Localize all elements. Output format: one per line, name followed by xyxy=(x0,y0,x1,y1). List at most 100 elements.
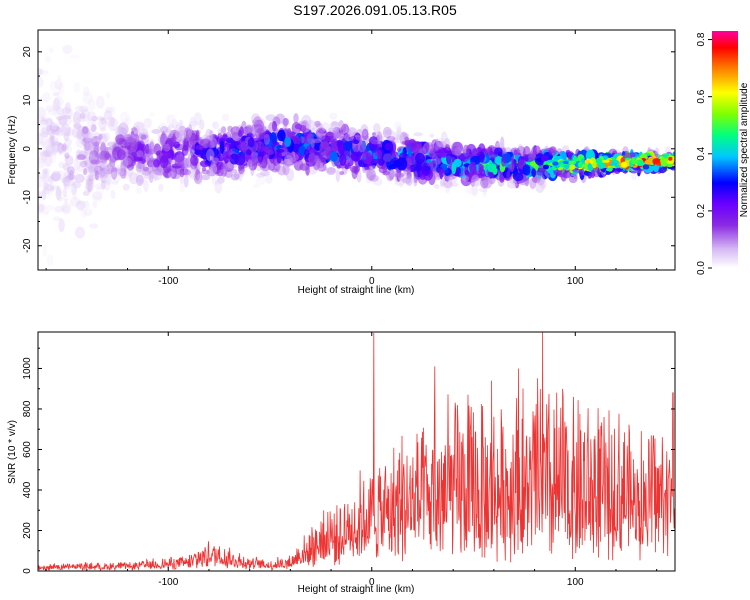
spectrogram-cell xyxy=(79,108,91,122)
spectrogram-cell xyxy=(223,154,232,162)
spectrogram-cell xyxy=(462,144,470,157)
spectrogram-cell xyxy=(99,127,107,132)
spectrogram-cell xyxy=(464,169,470,176)
spectrogram-cell xyxy=(267,149,274,155)
spectrogram-cell xyxy=(58,82,65,96)
spectrogram-cell xyxy=(276,150,282,164)
spectrogram-cell xyxy=(127,167,134,177)
spectrogram-cell xyxy=(259,170,270,176)
spectrogram-cell xyxy=(319,140,331,155)
spectrogram-cell xyxy=(350,151,361,162)
spectrogram-cell xyxy=(38,106,47,119)
spectrogram-cell xyxy=(80,112,86,119)
spectrogram-cell xyxy=(272,120,277,132)
spectrogram-cell xyxy=(153,173,158,182)
spectrogram-cell xyxy=(220,126,227,134)
snr-x-ticks: -100 0 100 xyxy=(45,332,658,588)
colorbar-tick-label: 0.0 xyxy=(696,261,707,275)
spectrogram-cell xyxy=(49,181,55,190)
spectrogram-cell xyxy=(444,181,454,189)
spectrogram-cell xyxy=(331,121,340,127)
spectrogram-cell xyxy=(562,160,569,165)
spectrogram-cell xyxy=(343,132,349,140)
spectrogram-cell xyxy=(105,106,113,114)
spectrogram-cell xyxy=(166,131,173,139)
spectrogram-cell xyxy=(88,150,100,165)
spectrogram-cell xyxy=(49,131,55,142)
spectrogram-cell xyxy=(50,170,62,182)
spectrogram-cell xyxy=(97,170,109,179)
spectrogram-cell xyxy=(43,183,54,198)
spectrogram-cell xyxy=(492,165,498,175)
x-tick-label: 100 xyxy=(567,276,584,287)
spectrogram-cell xyxy=(52,104,61,119)
spectrogram-cell xyxy=(147,170,155,178)
spectrogram-cell xyxy=(233,171,240,180)
spectrogram-cell xyxy=(49,152,57,164)
spectrogram-cell xyxy=(61,202,72,215)
spectrogram-cell xyxy=(134,157,143,162)
spectrogram-cell xyxy=(42,182,50,190)
spectrogram-cell xyxy=(456,166,461,175)
spectrogram-cell xyxy=(41,116,46,123)
spectrogram-cell xyxy=(179,168,185,178)
spectrogram-cell xyxy=(220,140,225,155)
spectrogram-cell xyxy=(71,182,77,196)
spectrogram-cell xyxy=(101,178,107,184)
spectrogram-cell xyxy=(230,173,240,181)
spectrogram-cell xyxy=(143,179,149,192)
spectrogram-cell xyxy=(63,116,73,125)
spectrogram-cell xyxy=(48,145,58,155)
spectrogram-cell xyxy=(98,133,103,140)
spectrogram-cell xyxy=(111,180,119,185)
spectrogram-cell xyxy=(103,177,111,191)
spectrogram-cell xyxy=(453,158,462,167)
spectrogram-cell xyxy=(97,116,105,121)
spectrogram-cell xyxy=(143,117,152,129)
spectrogram-cell xyxy=(344,133,354,142)
spectrogram-cell xyxy=(75,132,85,141)
spectrogram-cell xyxy=(352,140,361,153)
spectrogram-cell xyxy=(70,54,80,59)
spectrogram-cell xyxy=(450,141,462,156)
y-tick-label: 10 xyxy=(22,94,33,106)
spectrogram-cell xyxy=(79,202,87,212)
spectrogram-cell xyxy=(217,128,222,134)
spectrogram-cell xyxy=(74,105,84,112)
spectrogram-cell xyxy=(529,154,537,159)
spectrogram-cell xyxy=(42,92,51,103)
spectrogram-cell xyxy=(300,125,307,132)
spectrogram-cell xyxy=(95,186,104,196)
spectrogram-cell xyxy=(72,111,82,125)
spectrogram-cell xyxy=(178,125,187,136)
spectrogram-cell xyxy=(347,158,354,167)
spectrogram-cell xyxy=(507,163,515,173)
spectrogram-cell xyxy=(392,131,403,144)
spectrogram-cell xyxy=(396,157,408,171)
spectrogram-cell xyxy=(62,187,68,198)
spectrogram-cell xyxy=(194,168,201,181)
spectrogram-cell xyxy=(293,113,299,124)
spectrogram-cell xyxy=(174,154,185,167)
spectrogram-cell xyxy=(413,132,423,137)
spectrogram-cell xyxy=(247,125,254,133)
spectrogram-cell xyxy=(391,151,399,159)
spectrogram-cell xyxy=(165,114,176,126)
spectrogram-cell xyxy=(439,182,448,189)
spectrogram-cell xyxy=(316,131,326,141)
y-tick-label: 200 xyxy=(22,522,33,539)
spectrogram-cell xyxy=(276,148,285,153)
spectrogram-cell xyxy=(535,145,541,153)
spectrogram-cell xyxy=(62,143,67,152)
spectrogram-cell xyxy=(478,151,485,163)
spectrogram-cell xyxy=(115,134,125,145)
spectrogram-cell xyxy=(568,164,576,170)
spectrogram-cell xyxy=(269,158,279,164)
spectrogram-cell xyxy=(58,218,65,233)
spectrogram-cell xyxy=(318,127,326,133)
spectrogram-cell xyxy=(195,130,200,142)
spectrogram-cell xyxy=(159,155,169,169)
spectrogram-cell xyxy=(50,186,55,192)
spectrogram-cell xyxy=(88,175,94,182)
spectrogram-cell xyxy=(67,127,72,137)
